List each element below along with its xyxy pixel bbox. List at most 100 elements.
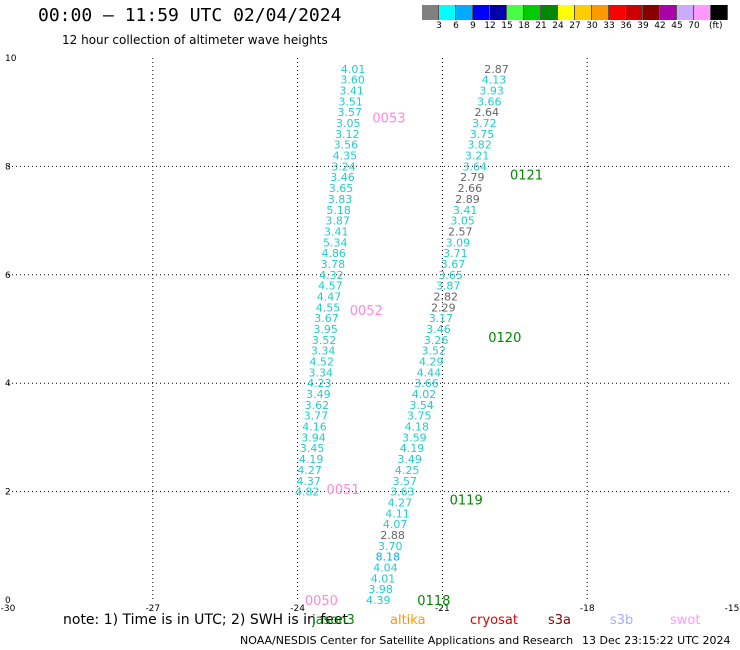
data-point-label-swot: 3.05 (336, 117, 361, 130)
data-point-label-swot: 3.57 (337, 106, 362, 119)
data-point-label-jason3: 3.05 (450, 215, 475, 228)
y-tick-label: 8 (5, 162, 11, 172)
chart-pass-labels: 0053 0052 0051 0050 0121 0120 0119 0118 (305, 112, 543, 609)
color-scale-label: 21 (535, 21, 547, 31)
color-scale-label: 36 (620, 21, 632, 31)
data-point-label-swot: 4.82 (295, 486, 320, 499)
data-point-label-jason3: 3.59 (402, 431, 427, 444)
data-point-label-swot: 3.45 (300, 442, 325, 455)
data-point-label-swot: 5.18 (326, 204, 351, 217)
data-point-label-swot: 3.41 (339, 85, 364, 98)
data-point-label-jason3: 2.87 (484, 63, 509, 76)
y-tick-label: 10 (5, 54, 17, 64)
note-text: note: 1) Time is in UTC; 2) SWH is in fe… (63, 612, 349, 628)
color-scale-swatch (490, 5, 507, 20)
data-point-label-swot: 3.94 (301, 431, 326, 444)
legend-item-cryosat: cryosat (470, 613, 518, 628)
data-point-label-jason3: 3.49 (397, 453, 422, 466)
x-tick-label: -21 (435, 604, 450, 614)
chart-axes: -30 -27 -24 -21 -18 -15 0 2 4 6 8 10 (1, 54, 740, 614)
data-point-label-jason3: 3.66 (414, 377, 439, 390)
data-point-label-jason3: 3.67 (441, 258, 466, 271)
color-scale-label: 15 (501, 21, 513, 31)
data-point-label-swot: 4.47 (317, 290, 342, 303)
y-tick-label: 4 (5, 379, 11, 389)
data-point-label-jason3: 3.09 (446, 236, 471, 249)
data-point-label-swot: 3.51 (338, 95, 363, 108)
data-point-label-jason3: 3.75 (470, 128, 495, 141)
color-scale-label: 12 (484, 21, 496, 31)
data-point-label-jason3: 2.82 (434, 290, 459, 303)
data-point-label-swot: 3.60 (340, 74, 365, 87)
y-tick-label: 6 (5, 271, 11, 281)
pass-label: 0052 (350, 304, 383, 319)
data-point-label-swot: 3.34 (311, 345, 336, 358)
data-point-label-swot: 3.62 (305, 399, 330, 412)
data-point-label-swot: 3.67 (314, 312, 339, 325)
data-point-label-swot: 3.83 (328, 193, 353, 206)
data-point-label-swot: 3.77 (304, 410, 329, 423)
color-scale-label: 27 (569, 21, 581, 31)
data-point-label-jason3: 3.26 (424, 334, 449, 347)
pass-label: 0121 (510, 169, 543, 184)
data-point-label-swot: 3.46 (330, 171, 355, 184)
data-point-label-jason3: 3.98 (368, 583, 393, 596)
x-tick-label: -27 (145, 604, 160, 614)
data-point-label-jason3: 3.63 (390, 486, 415, 499)
color-scale-label: 33 (603, 21, 615, 31)
data-point-label-jason3: 2.79 (460, 171, 485, 184)
data-point-label-swot: 3.56 (334, 139, 359, 152)
data-point-label-swot: 4.19 (299, 453, 324, 466)
color-scale-label: 39 (637, 21, 649, 31)
data-point-label-jason3: 3.54 (409, 399, 434, 412)
data-point-label-jason3: 2.29 (431, 301, 456, 314)
data-point-label-jason3: 3.57 (393, 475, 418, 488)
color-scale-swatch (677, 5, 694, 20)
page-title: 00:00 – 11:59 UTC 02/04/2024 (38, 5, 342, 26)
data-point-label-jason3: 2.89 (455, 193, 480, 206)
chart-value-labels: 4.013.603.413.513.573.053.123.564.353.24… (295, 63, 509, 607)
color-scale-label: 3 (436, 21, 442, 31)
data-point-label-jason3: 4.11 (385, 507, 410, 520)
color-scale-swatch (541, 5, 558, 20)
color-scale-swatch (473, 5, 490, 20)
data-point-label-jason3: 3.66 (477, 95, 502, 108)
data-point-label-swot: 4.86 (322, 247, 347, 260)
data-point-label-jason3: 4.01 (371, 572, 396, 585)
data-point-label-jason3: 3.41 (453, 204, 478, 217)
data-point-label-swot: 3.41 (324, 225, 349, 238)
color-scale-swatch (609, 5, 626, 20)
data-point-label-swot: 4.35 (333, 150, 358, 163)
x-tick-label: -15 (725, 604, 740, 614)
color-scale-label: 30 (586, 21, 598, 31)
data-point-label-jason3: 4.29 (419, 356, 444, 369)
x-tick-label: -30 (1, 604, 16, 614)
data-point-label-jason3: 3.65 (438, 269, 463, 282)
color-scale-label: 24 (552, 21, 564, 31)
data-point-label-swot: 4.37 (296, 475, 321, 488)
data-point-label-swot: 3.12 (335, 128, 360, 141)
data-point-label-jason3: 4.39 (366, 594, 391, 607)
data-point-label-jason3: 3.21 (465, 150, 490, 163)
data-point-label-jason3: 2.66 (458, 182, 483, 195)
legend-item-jason3: jason3 (312, 613, 355, 628)
data-point-label-jason3: 3.52 (421, 345, 446, 358)
y-tick-label: 0 (5, 596, 11, 606)
color-scale-label: 42 (654, 21, 666, 31)
color-scale-swatch (711, 5, 728, 20)
data-point-label-swot: 4.57 (318, 280, 343, 293)
data-point-label-swot: 4.32 (319, 269, 344, 282)
color-scale-label: 18 (518, 21, 530, 31)
legend-item-swot: swot (670, 613, 701, 628)
data-point-label-jason3: 3.93 (479, 85, 504, 98)
color-scale-swatch (660, 5, 677, 20)
data-point-label-jason3: 3.75 (407, 410, 432, 423)
color-scale-swatch (524, 5, 541, 20)
legend-item-s3a: s3a (548, 613, 572, 628)
x-tick-label: -24 (290, 604, 305, 614)
data-point-label-jason3: 3.70 (378, 540, 403, 553)
data-point-label-swot: 3.34 (309, 366, 334, 379)
data-point-label-swot: 3.49 (306, 388, 331, 401)
color-scale-label: 9 (470, 21, 476, 31)
